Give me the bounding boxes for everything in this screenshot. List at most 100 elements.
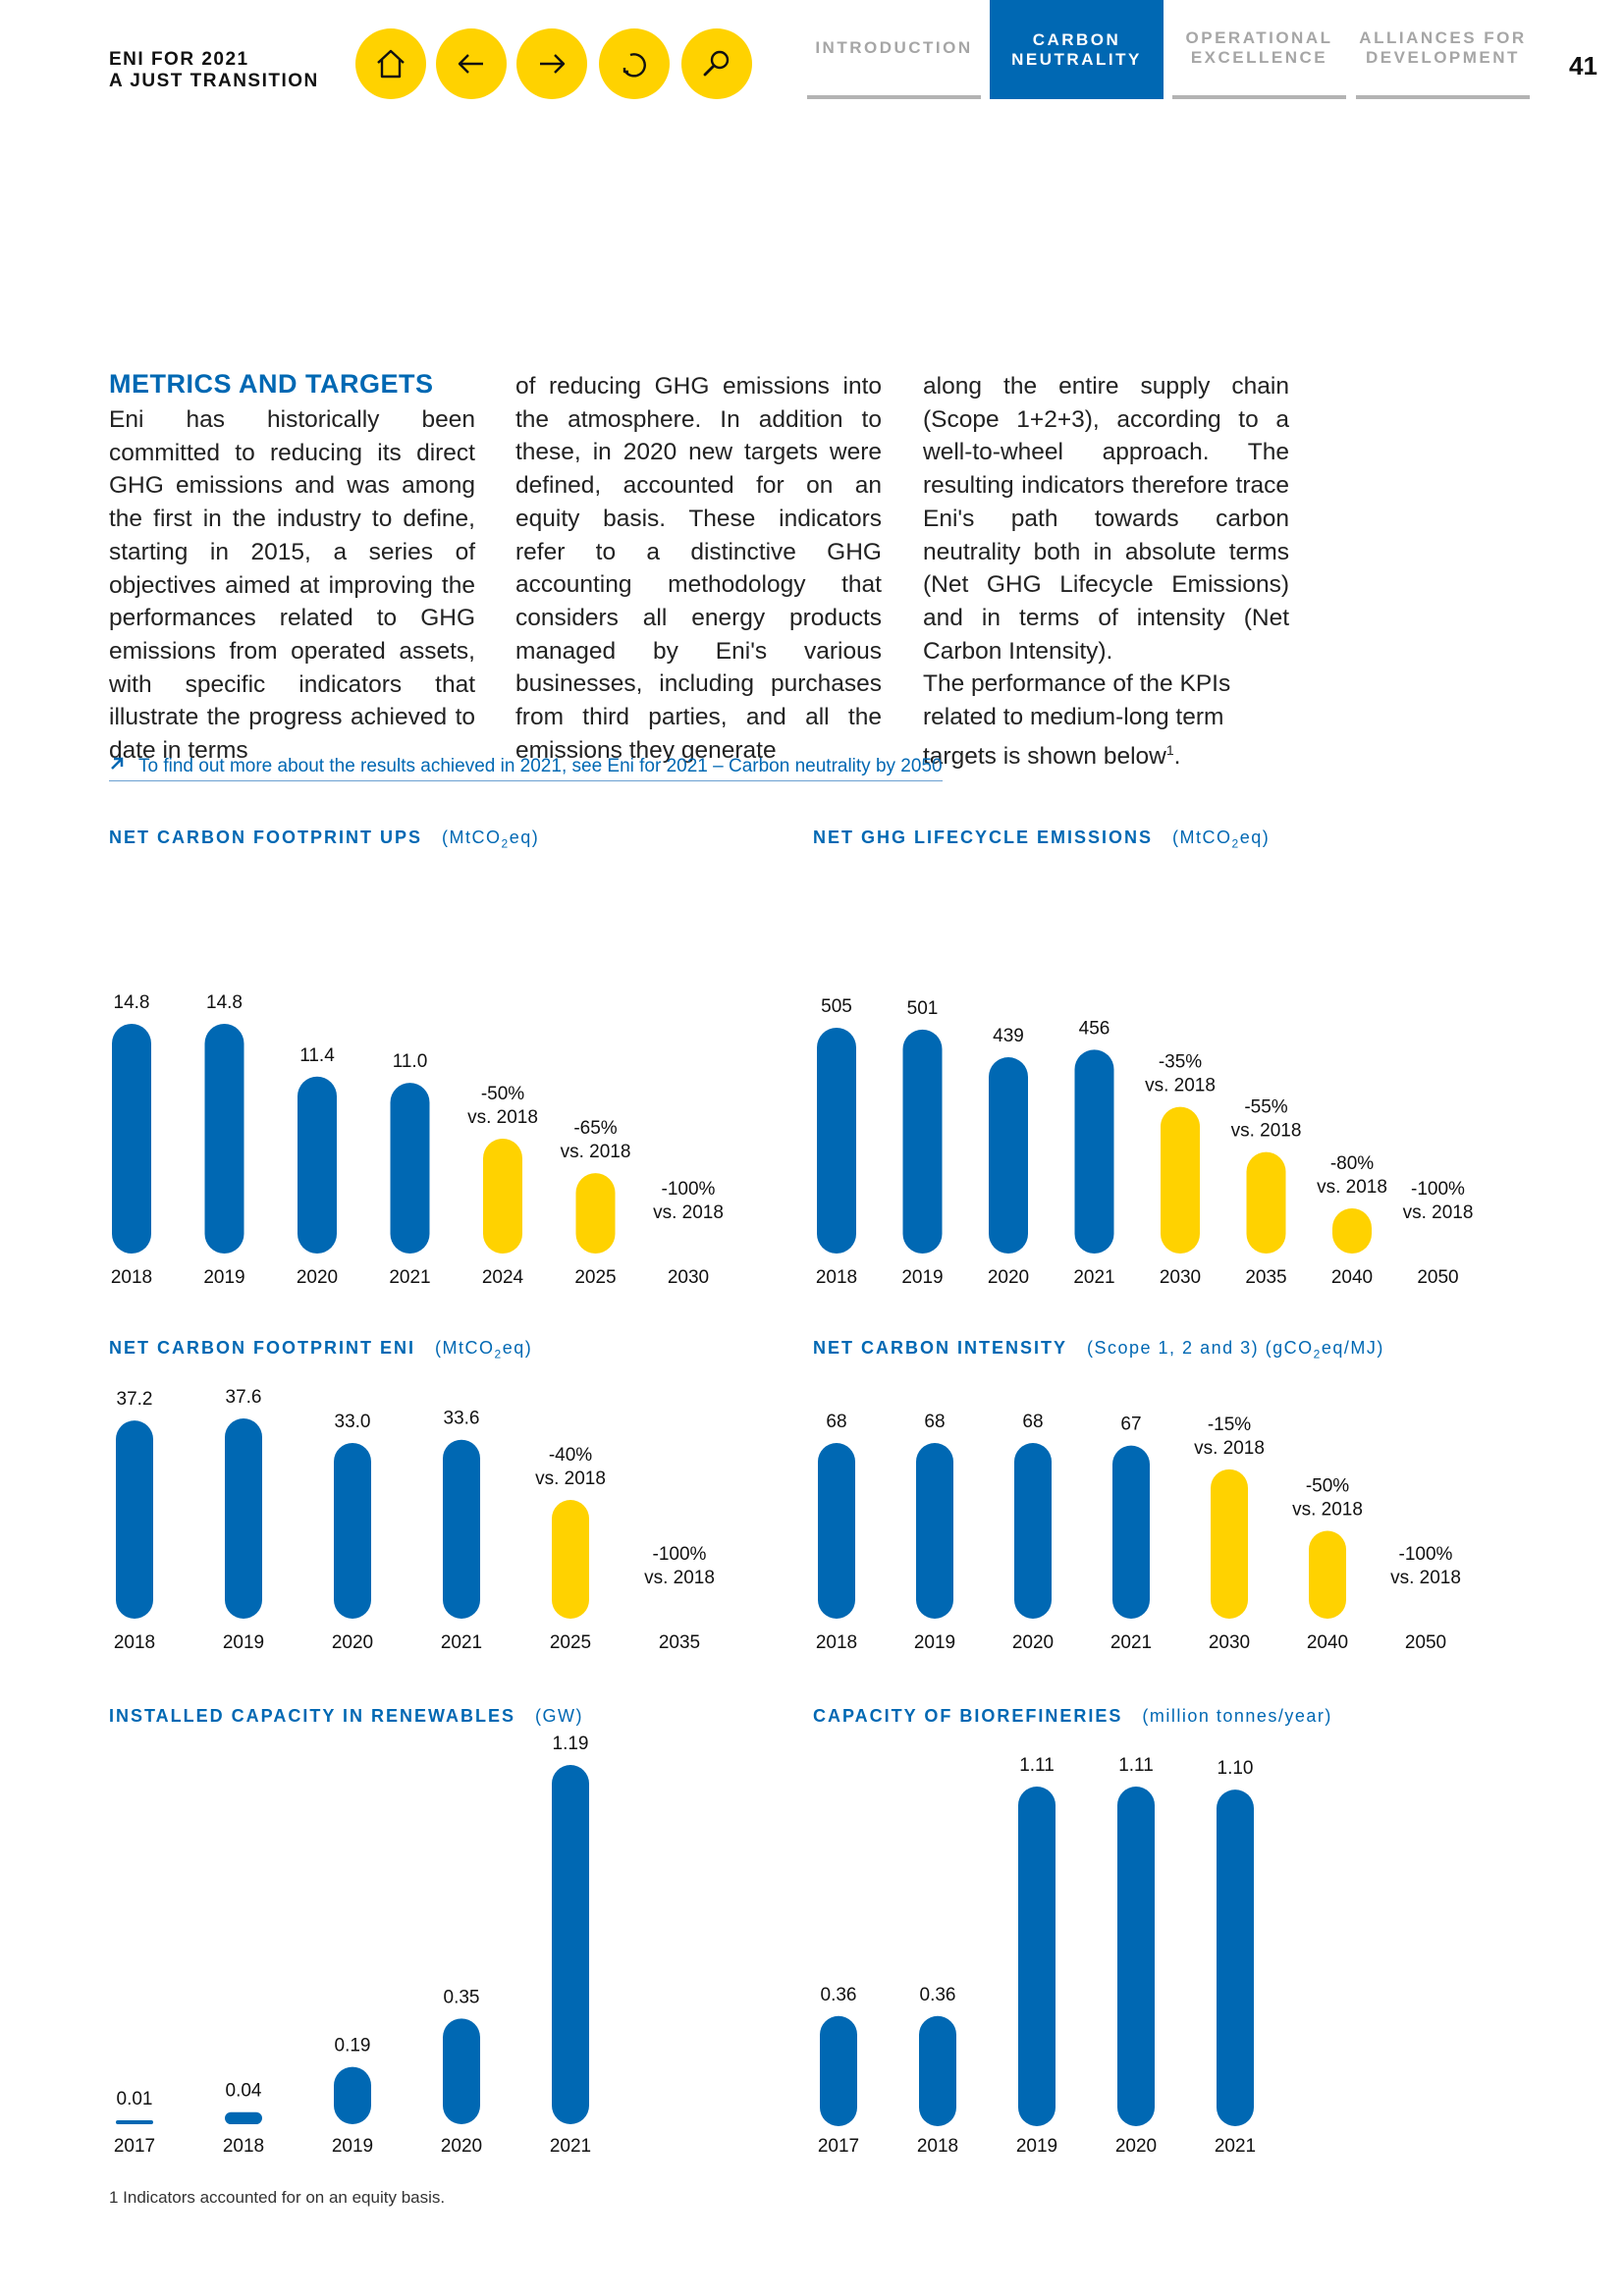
footnote: 1 Indicators accounted for on an equity … [109, 2188, 446, 2207]
data-label-2030-line1: -35% [1159, 1052, 1202, 1073]
category-label-2018: 2018 [114, 1632, 155, 1653]
body-text-3b-main: The performance of the KPIs related to m… [923, 670, 1231, 770]
category-label-2019: 2019 [223, 1632, 264, 1653]
body-column-2: of reducing GHG emissions into the atmos… [515, 370, 882, 767]
bar-2021 [552, 1765, 589, 2124]
category-label-2035: 2035 [1245, 1267, 1286, 1288]
category-label-2024: 2024 [482, 1267, 524, 1288]
data-label-2025-line2: vs. 2018 [561, 1142, 631, 1162]
data-label-2024-line2: vs. 2018 [467, 1107, 538, 1128]
data-label-2019: 501 [907, 998, 939, 1019]
tab-introduction[interactable]: INTRODUCTION [807, 0, 981, 99]
data-label-2025-line2: vs. 2018 [535, 1468, 606, 1489]
data-label-2019: 1.11 [1019, 1755, 1055, 1776]
data-label-2030-line2: vs. 2018 [1145, 1076, 1216, 1096]
tab-alliances-label-2: DEVELOPMENT [1366, 47, 1520, 67]
category-label-2050: 2050 [1405, 1632, 1446, 1653]
data-label-2040-line1: -80% [1330, 1153, 1374, 1174]
data-label-2020: 0.35 [444, 1987, 480, 2007]
bar-2021 [390, 1083, 430, 1254]
category-label-2018: 2018 [816, 1267, 857, 1288]
more-info-link[interactable]: To find out more about the results achie… [109, 756, 943, 781]
chart-title: NET CARBON INTENSITY [813, 1338, 1068, 1358]
category-label-2020: 2020 [988, 1267, 1029, 1288]
data-label-2017: 0.01 [117, 2089, 153, 2109]
data-label-2018: 505 [821, 996, 852, 1017]
category-label-2025: 2025 [574, 1267, 616, 1288]
data-label-2040-line2: vs. 2018 [1292, 1500, 1363, 1521]
body-text-3b-end: . [1173, 742, 1181, 770]
category-label-2020: 2020 [441, 2136, 482, 2157]
brand-line-2: A JUST TRANSITION [109, 71, 319, 91]
bar-2021 [1217, 1789, 1254, 2126]
tab-operational-label-2: EXCELLENCE [1190, 47, 1328, 67]
category-label-2019: 2019 [1016, 2136, 1057, 2157]
bar-2018 [112, 1024, 151, 1254]
data-label-2018: 14.8 [114, 992, 150, 1013]
category-label-2050: 2050 [1417, 1267, 1458, 1288]
data-label-2050-line2: vs. 2018 [1403, 1202, 1474, 1223]
category-label-2030: 2030 [1209, 1632, 1250, 1653]
body-text-2: of reducing GHG emissions into the atmos… [515, 373, 882, 764]
data-label-2035-line1: -100% [653, 1544, 707, 1565]
bar-2025 [552, 1500, 589, 1619]
bar-2017 [820, 2015, 857, 2126]
category-label-2019: 2019 [203, 1267, 244, 1288]
body-text-3a: along the entire supply chain (Scope 1+2… [923, 373, 1289, 665]
home-button[interactable] [355, 28, 426, 99]
body-text-1: Eni has historically been committed to r… [109, 406, 475, 765]
data-label-2040-line2: vs. 2018 [1317, 1177, 1387, 1198]
category-label-2021: 2021 [389, 1267, 430, 1288]
bar-2019 [1018, 1787, 1056, 2126]
bar-2020 [334, 1442, 371, 1619]
data-label-2019: 14.8 [206, 992, 243, 1013]
bar-2017 [116, 2120, 153, 2124]
bar-2018 [919, 2015, 956, 2126]
bar-2021 [443, 1439, 480, 1619]
body-column-3: along the entire supply chain (Scope 1+2… [923, 370, 1289, 774]
body-text-3b: The performance of the KPIs related to m… [923, 667, 1289, 773]
chart-title: NET CARBON FOOTPRINT ENI [109, 1338, 415, 1358]
data-label-2021: 33.6 [444, 1409, 480, 1429]
undo-icon [623, 53, 646, 78]
page-number: 41 [1569, 51, 1597, 80]
bar-2019 [916, 1443, 953, 1619]
bar-2018 [818, 1443, 855, 1619]
tab-operational-excellence[interactable]: OPERATIONAL EXCELLENCE [1172, 0, 1346, 99]
category-label-2018: 2018 [111, 1267, 152, 1288]
bar-2040 [1309, 1530, 1346, 1619]
data-label-2021: 1.19 [553, 1734, 589, 1754]
forward-button[interactable] [516, 28, 587, 99]
chart-unit: (million tonnes/year) [1142, 1706, 1332, 1726]
bar-2018 [225, 2111, 262, 2124]
data-label-2019: 68 [924, 1412, 945, 1432]
chart-plot: 68 2018 68 2019 68 2020 67 2021 -15% vs. 2018 2030… [816, 1412, 1461, 1653]
chart-title: NET GHG LIFECYCLE EMISSIONS [813, 828, 1154, 847]
bar-2030 [1161, 1106, 1200, 1254]
data-label-2020: 11.4 [299, 1045, 335, 1066]
back-button[interactable] [436, 28, 507, 99]
data-label-2030-line1: -100% [662, 1179, 716, 1200]
category-label-2021: 2021 [550, 2136, 591, 2157]
bar-2040 [1332, 1208, 1372, 1254]
tab-alliances-for-development[interactable]: ALLIANCES FOR DEVELOPMENT [1356, 0, 1530, 99]
tab-carbon-neutrality[interactable]: CARBON NEUTRALITY [990, 0, 1164, 99]
category-label-2017: 2017 [818, 2136, 859, 2157]
tab-carbon-label-2: NEUTRALITY [1011, 49, 1142, 69]
data-label-2017: 0.36 [821, 1985, 857, 2005]
data-label-2035-line1: -55% [1244, 1097, 1287, 1118]
category-label-2018: 2018 [223, 2136, 264, 2157]
data-label-2025-line1: -65% [573, 1118, 617, 1139]
chart-plot: 0.01 2017 0.04 2018 0.19 2019 0.35 2020 1.19 2021 [114, 1734, 591, 2157]
search-button[interactable] [681, 28, 752, 99]
bar-2025 [575, 1173, 616, 1254]
chart-unit: (GW) [535, 1706, 583, 1726]
chart-unit: (MtCO2eq) [435, 1338, 533, 1362]
undo-button[interactable] [599, 28, 670, 99]
data-label-2020: 33.0 [335, 1412, 371, 1432]
chart-header: NET GHG LIFECYCLE EMISSIONS (MtCO2eq) [813, 828, 1270, 851]
chart-unit: (MtCO2eq) [1172, 828, 1271, 851]
bar-2020 [1014, 1443, 1052, 1619]
data-label-2035-line2: vs. 2018 [644, 1568, 715, 1588]
category-label-2025: 2025 [550, 1632, 591, 1653]
